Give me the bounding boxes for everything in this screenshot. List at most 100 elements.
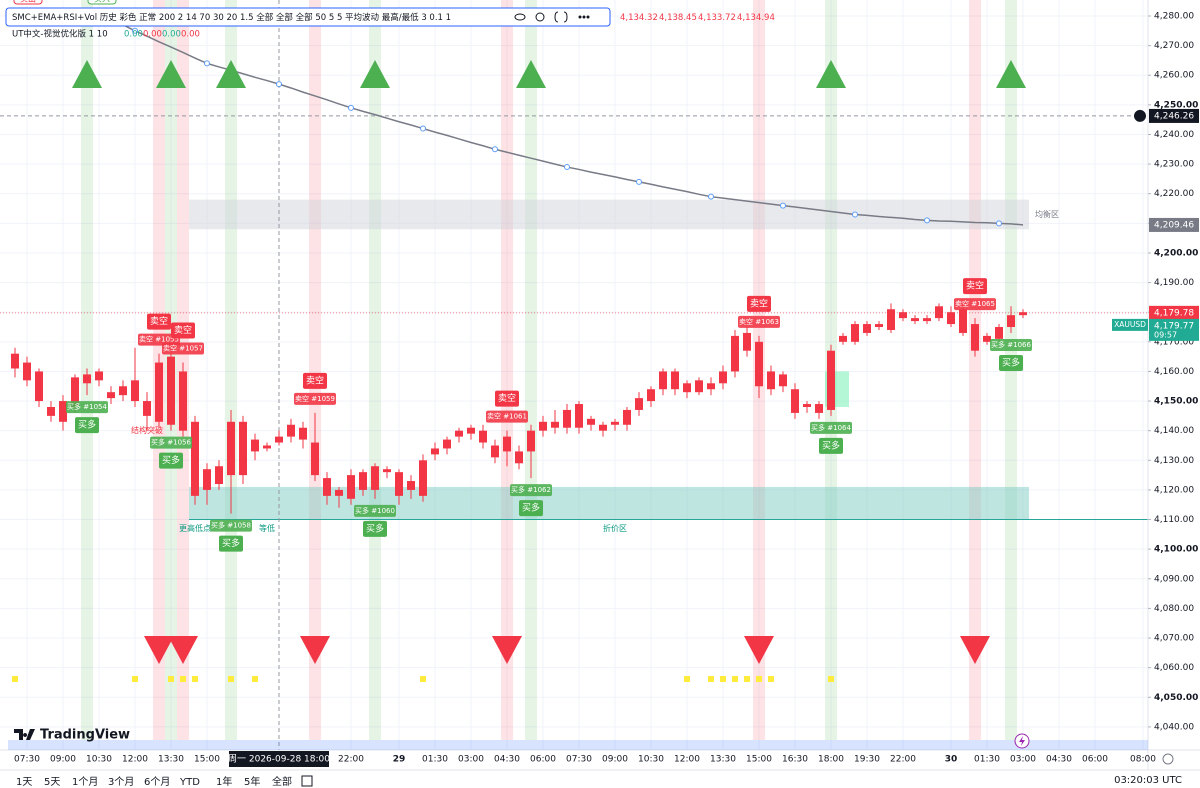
range-button[interactable]: 3个月	[108, 776, 134, 788]
y-tick-label: 4,190.00	[1154, 278, 1194, 288]
indicator2-value: 0.00	[162, 30, 181, 40]
eye-icon[interactable]	[514, 13, 526, 21]
candle-body	[323, 478, 331, 496]
candle-body	[155, 362, 163, 422]
x-tick-label: 22:00	[338, 755, 364, 765]
gear-icon[interactable]	[535, 12, 545, 22]
signal-label-box	[747, 295, 771, 312]
indicator2-name: UT中文-视觉优化版 1 10	[12, 29, 108, 40]
y-tick-label: 4,150.00	[1154, 397, 1198, 407]
range-button[interactable]: 全部	[272, 775, 292, 788]
ema-line	[122, 24, 1024, 226]
y-tick-label: 4,130.00	[1154, 456, 1194, 466]
signal-tag: 卖空 #1057	[163, 344, 203, 353]
source-icon[interactable]	[554, 11, 568, 23]
candle-body	[587, 418, 595, 425]
flag-marker	[132, 676, 138, 682]
buy-triangle	[72, 60, 102, 88]
candle-body	[1007, 315, 1015, 328]
signal-tag: 卖空 #1059	[295, 394, 335, 403]
buy-triangle	[516, 60, 546, 88]
ema-point	[708, 193, 714, 200]
x-tick-label: 13:30	[158, 755, 184, 765]
candle-body	[539, 421, 547, 431]
range-button[interactable]: 5天	[44, 777, 60, 788]
x-tick-label: 18:00	[818, 755, 844, 765]
candle-body	[23, 362, 31, 381]
signal-tag: 买多 #1064	[811, 423, 851, 432]
candle-body	[779, 374, 787, 387]
candle-body	[731, 335, 739, 372]
candle-body	[719, 371, 727, 384]
x-tick-label: 30	[945, 755, 958, 765]
candle-body	[179, 371, 187, 431]
candle-body	[35, 371, 43, 402]
candle-body	[863, 324, 871, 333]
y-tick-label: 4,200.00	[1154, 248, 1198, 258]
candle-body	[695, 380, 703, 393]
candle-body	[947, 312, 955, 325]
indicator2-value: 0.00	[124, 30, 143, 40]
sell-triangle	[960, 636, 990, 664]
x-tick-label: 03:00	[1010, 755, 1036, 765]
candle-body	[911, 318, 919, 322]
calendar-icon[interactable]	[301, 775, 313, 787]
candle-body	[443, 439, 451, 449]
candle-body	[611, 421, 619, 425]
logo-text: TradingView	[40, 728, 130, 743]
signal-label-box	[363, 520, 387, 537]
flag-marker	[168, 676, 174, 682]
signal-label: 卖空	[498, 392, 516, 404]
candle-body	[143, 401, 151, 416]
candle-body	[431, 448, 439, 455]
range-button[interactable]: 5年	[244, 775, 260, 788]
signal-tag-box	[210, 519, 252, 532]
y-tick-label: 4,100.00	[1154, 545, 1198, 555]
zone	[189, 199, 1029, 230]
range-button[interactable]: 6个月	[144, 776, 170, 788]
candle-body	[923, 318, 931, 322]
range-button[interactable]: YTD	[179, 777, 200, 788]
more-icon[interactable]	[578, 15, 582, 19]
buy-triangle	[816, 60, 846, 88]
candle-body	[791, 389, 799, 413]
y-tick-label: 4,240.00	[1154, 130, 1194, 140]
candle-body	[407, 481, 415, 490]
clock: 03:20:03 UTC	[1114, 775, 1182, 786]
candle-body	[803, 404, 811, 407]
candle-body	[167, 356, 175, 425]
x-tick-label: 09:00	[50, 755, 76, 765]
x-tick-label: 15:00	[746, 755, 772, 765]
y-tick-label: 4,090.00	[1154, 574, 1194, 584]
x-tick-label: 07:30	[14, 755, 40, 765]
ema-point	[636, 178, 642, 185]
signal-label: 买多	[522, 502, 540, 514]
symbol-price: 4,179.77	[1154, 321, 1194, 331]
candle-body	[239, 421, 247, 476]
x-tick-label: 16:30	[782, 755, 808, 765]
candle-body	[551, 421, 559, 428]
candle-body	[659, 371, 667, 390]
signal-label: 卖空	[306, 374, 324, 386]
price-label: 4,179.78	[1154, 308, 1194, 318]
signal-label-box	[963, 278, 987, 295]
range-button[interactable]: 1个月	[72, 776, 98, 788]
flag-marker	[732, 676, 738, 682]
signal-tag-box	[510, 484, 552, 497]
candle-body	[311, 442, 319, 476]
settings-icon[interactable]	[1162, 753, 1174, 765]
x-tick-label: 06:00	[1082, 755, 1108, 765]
candle-body	[959, 309, 967, 333]
candle-body	[227, 421, 235, 476]
candle-body	[47, 406, 55, 416]
range-button[interactable]: 1天	[16, 777, 32, 788]
candle-body	[827, 350, 835, 410]
signal-tag-box	[162, 342, 204, 355]
signal-label-box	[819, 437, 843, 454]
indicator-name: SMC+EMA+RSI+Vol 历史 彩色 正常 200 2 14 70 30 …	[12, 12, 451, 23]
sell-triangle	[492, 636, 522, 664]
legend-row-selected[interactable]	[5, 7, 611, 27]
ema-point	[924, 217, 930, 224]
range-button[interactable]: 1年	[216, 775, 232, 788]
